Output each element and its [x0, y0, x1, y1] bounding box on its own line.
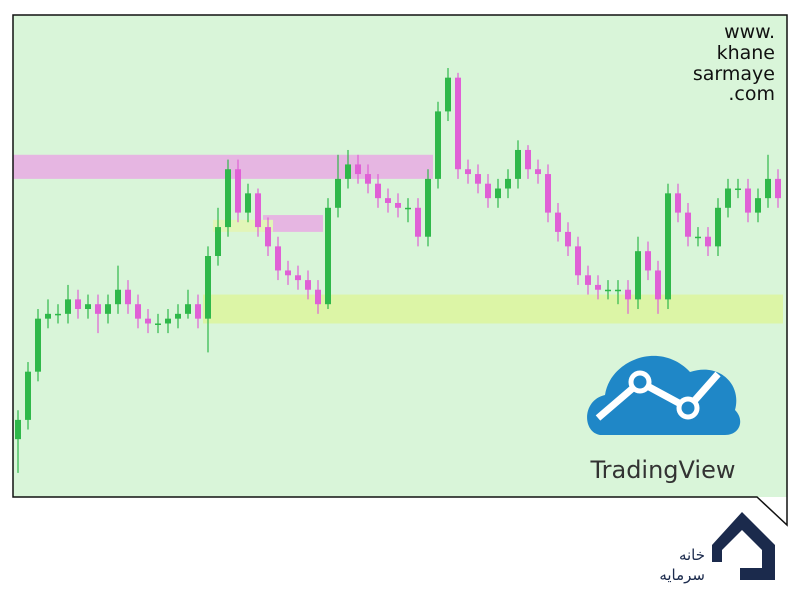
- candle-body: [275, 246, 281, 271]
- candle-body: [15, 419, 21, 440]
- candle-body: [775, 178, 781, 199]
- watermark: www. khane sarmaye .com: [693, 21, 775, 105]
- candle-body: [95, 304, 101, 314]
- candle-body: [495, 188, 501, 199]
- candle-body: [425, 178, 431, 237]
- candle-body: [105, 304, 111, 314]
- candle-body: [695, 236, 701, 239]
- candle-body: [255, 193, 261, 228]
- candle-body: [165, 318, 171, 324]
- logo-text: خانه: [679, 546, 705, 564]
- cloud-line: [595, 371, 721, 421]
- candle-body: [505, 178, 511, 189]
- candle-body: [345, 164, 351, 179]
- candle-body: [435, 111, 441, 179]
- candle-body: [405, 207, 411, 210]
- candle-body: [665, 193, 671, 300]
- candle-body: [215, 227, 221, 256]
- zone: [213, 219, 273, 232]
- candle-body: [185, 304, 191, 314]
- zone: [203, 294, 783, 324]
- candle-body: [605, 289, 611, 292]
- candle-body: [515, 149, 521, 179]
- candle-body: [475, 174, 481, 184]
- candle-body: [765, 178, 771, 199]
- candle-body: [45, 313, 51, 319]
- candle-body: [75, 299, 81, 310]
- frame: [12, 14, 788, 527]
- watermark-line: .com: [728, 83, 775, 105]
- candle-body: [365, 174, 371, 184]
- candle-body: [465, 169, 471, 175]
- candle-body: [55, 313, 61, 316]
- candle-body: [265, 227, 271, 247]
- candle-body: [375, 183, 381, 199]
- candle-body: [385, 198, 391, 203]
- candle-body: [335, 178, 341, 208]
- site-logo: خانه سرمایه: [659, 512, 775, 584]
- candle-body: [715, 207, 721, 247]
- candle-body: [655, 270, 661, 300]
- candle-body: [195, 304, 201, 319]
- candle-body: [725, 188, 731, 208]
- candle-body: [395, 202, 401, 208]
- watermark-line: khane: [717, 42, 775, 64]
- candle-body: [325, 207, 331, 305]
- candle-body: [295, 275, 301, 281]
- candle-body: [145, 318, 151, 324]
- candle-body: [135, 304, 141, 319]
- candle-body: [315, 289, 321, 305]
- candle-body: [755, 198, 761, 213]
- candle-body: [175, 313, 181, 319]
- candle-body: [595, 284, 601, 290]
- candle-body: [635, 251, 641, 300]
- candle-body: [645, 251, 651, 271]
- logo-text: سرمایه: [659, 566, 705, 584]
- candle-body: [685, 212, 691, 237]
- candle-body: [25, 371, 31, 420]
- candle-body: [545, 174, 551, 213]
- candle-body: [235, 169, 241, 213]
- brand-name: TradingView: [589, 456, 735, 484]
- candle-body: [675, 193, 681, 213]
- plot: [13, 68, 783, 473]
- candle-body: [305, 280, 311, 290]
- candle-body: [575, 246, 581, 276]
- candle-body: [155, 323, 161, 325]
- candle-body: [205, 256, 211, 319]
- candle-body: [625, 289, 631, 300]
- candle-body: [455, 77, 461, 170]
- watermark-line: sarmaye: [693, 63, 775, 85]
- candle-body: [35, 318, 41, 372]
- tradingview-logo: TradingView: [587, 355, 741, 484]
- candle-body: [355, 164, 361, 175]
- zone: [13, 154, 433, 179]
- candle-body: [555, 212, 561, 232]
- candle-body: [525, 149, 531, 170]
- cloud-dot: [676, 396, 700, 420]
- candle-body: [535, 169, 541, 175]
- candle-body: [735, 188, 741, 191]
- candle-body: [415, 207, 421, 237]
- candle-body: [285, 270, 291, 276]
- candle-body: [565, 231, 571, 247]
- candle-body: [225, 169, 231, 228]
- zone: [263, 215, 323, 232]
- candle-body: [485, 183, 491, 199]
- candle-body: [245, 193, 251, 213]
- candle-body: [585, 275, 591, 285]
- candle-body: [125, 289, 131, 305]
- candle-body: [85, 304, 91, 310]
- candle-body: [705, 236, 711, 247]
- candle-body: [115, 289, 121, 305]
- candle-body: [445, 77, 451, 112]
- candle-body: [65, 299, 71, 314]
- candle-body: [745, 188, 751, 213]
- candle-body: [615, 289, 621, 292]
- house-icon: [712, 512, 775, 580]
- cloud-dot: [628, 370, 652, 394]
- watermark-line: www.: [724, 21, 775, 43]
